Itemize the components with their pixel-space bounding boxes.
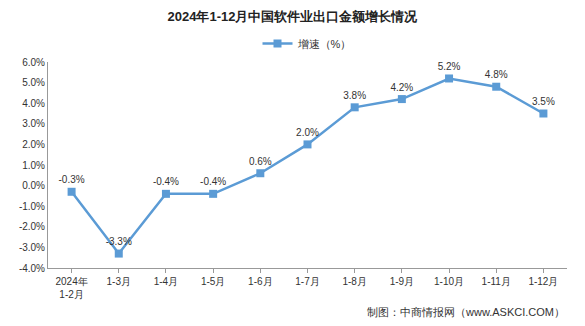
svg-text:1-4月: 1-4月: [154, 276, 178, 287]
svg-text:2.0%: 2.0%: [22, 139, 45, 150]
svg-text:-0.3%: -0.3%: [59, 174, 85, 185]
svg-text:-1.0%: -1.0%: [19, 201, 45, 212]
svg-text:2.0%: 2.0%: [296, 127, 319, 138]
svg-text:制图：中商情报网（www.ASKCI.COM）: 制图：中商情报网（www.ASKCI.COM）: [367, 306, 565, 318]
svg-text:-3.3%: -3.3%: [106, 236, 132, 247]
svg-text:增速（%）: 增速（%）: [297, 38, 352, 50]
svg-text:3.5%: 3.5%: [532, 96, 555, 107]
svg-text:1-3月: 1-3月: [107, 276, 131, 287]
svg-text:1-8月: 1-8月: [342, 276, 366, 287]
svg-text:2024年1-12月中国软件业出口金额增长情况: 2024年1-12月中国软件业出口金额增长情况: [168, 9, 419, 24]
svg-text:0.0%: 0.0%: [22, 180, 45, 191]
svg-text:6.0%: 6.0%: [22, 57, 45, 68]
svg-text:4.0%: 4.0%: [22, 98, 45, 109]
svg-text:5.2%: 5.2%: [438, 61, 461, 72]
svg-text:1-11月: 1-11月: [482, 276, 511, 287]
svg-text:-4.0%: -4.0%: [19, 263, 45, 274]
svg-text:-0.4%: -0.4%: [153, 176, 179, 187]
svg-text:3.8%: 3.8%: [343, 90, 366, 101]
svg-text:-2.0%: -2.0%: [19, 221, 45, 232]
svg-text:3.0%: 3.0%: [22, 118, 45, 129]
svg-text:-0.4%: -0.4%: [200, 176, 226, 187]
svg-text:4.8%: 4.8%: [485, 69, 508, 80]
svg-text:1-12月: 1-12月: [528, 276, 558, 287]
svg-text:4.2%: 4.2%: [390, 82, 413, 93]
svg-text:0.6%: 0.6%: [249, 156, 272, 167]
svg-text:1.0%: 1.0%: [22, 160, 45, 171]
svg-text:-3.0%: -3.0%: [19, 242, 45, 253]
svg-text:1-5月: 1-5月: [201, 276, 225, 287]
svg-text:1-9月: 1-9月: [390, 276, 414, 287]
svg-text:1-10月: 1-10月: [434, 276, 464, 287]
svg-text:5.0%: 5.0%: [22, 77, 45, 88]
svg-text:1-7月: 1-7月: [295, 276, 319, 287]
svg-text:1-6月: 1-6月: [248, 276, 272, 287]
svg-text:2024年1-2月: 2024年1-2月: [55, 276, 87, 300]
